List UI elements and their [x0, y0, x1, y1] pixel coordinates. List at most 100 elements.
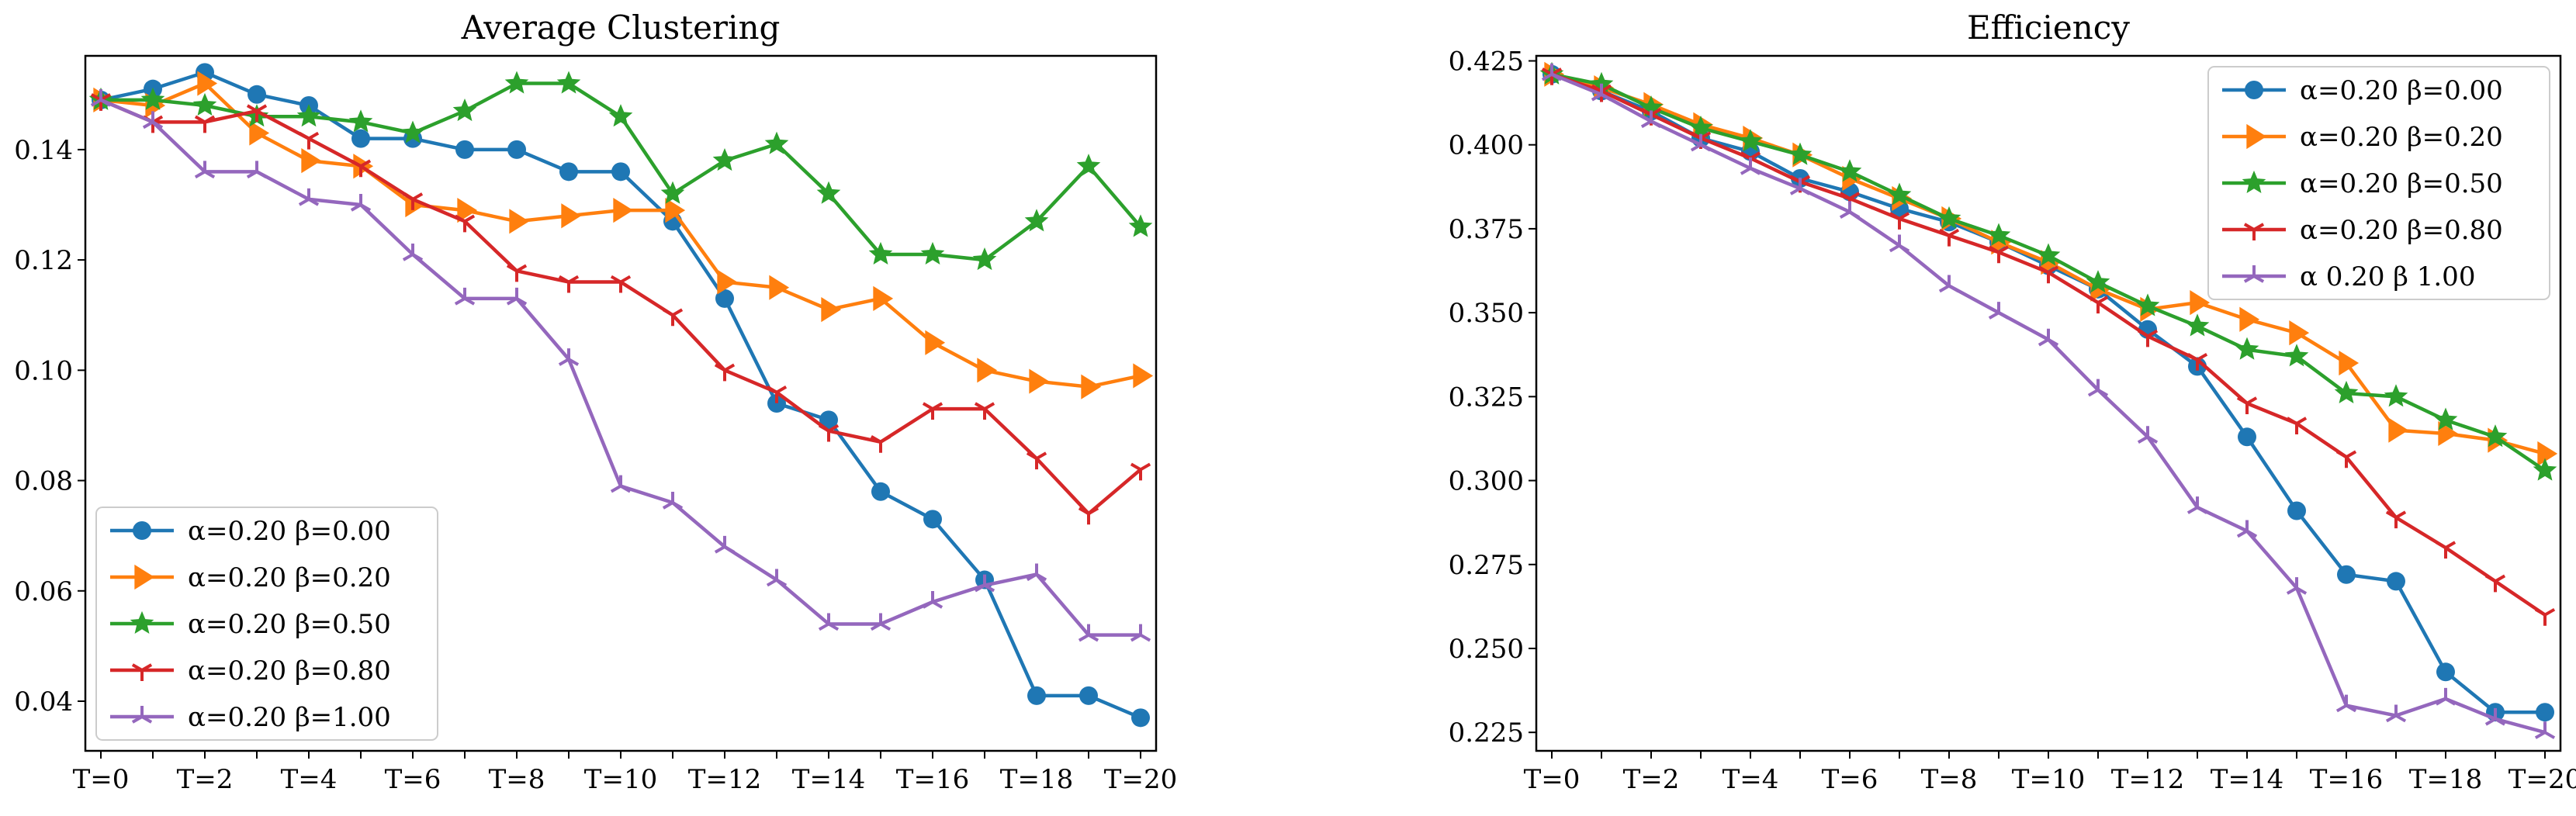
chart-2-series-3-point	[1688, 115, 1713, 139]
chart-2-x-tick-label: T=8	[1921, 764, 1978, 795]
chart-2-title: Efficiency	[1967, 9, 2130, 47]
chart-2-legend-label-5: α 0.20 β 1.00	[2300, 261, 2475, 292]
chart-1-legend-marker-1	[133, 521, 151, 540]
chart-1-x-tick-label: T=14	[792, 764, 865, 795]
chart-2-series-2-point	[2190, 290, 2211, 316]
chart-1-y-tick-label: 0.08	[14, 466, 73, 497]
chart-1-series-5-point	[454, 287, 476, 306]
chart-2-series-4-point	[2435, 541, 2457, 559]
chart-1-series-5-point	[402, 244, 424, 261]
chart-2-series-5-point	[2236, 520, 2258, 538]
chart-1-series-2-point	[873, 285, 894, 311]
chart-1-series-3-point	[660, 181, 685, 204]
chart-1-series-2-point	[769, 275, 790, 300]
chart-1-series-3-point	[192, 92, 217, 116]
chart-2-series-1-point	[2337, 565, 2356, 584]
chart-2-series-3-point	[2483, 424, 2508, 448]
chart-1-series-4-point	[662, 308, 684, 327]
chart-1-y-tick-label: 0.14	[14, 135, 73, 166]
chart-1-series-4-point	[870, 435, 892, 453]
chart-2-series-5	[1541, 63, 2556, 739]
chart-1-series-2-point	[249, 120, 270, 146]
chart-2-series-5-point	[1889, 234, 1910, 253]
chart-1-series-5-point	[766, 569, 788, 587]
chart-1-series-5-point	[1026, 563, 1047, 582]
chart-1-series-4-point	[402, 192, 424, 210]
chart-2-series-3	[1539, 61, 2557, 481]
chart-1-series-3-point	[764, 131, 789, 154]
chart-1-series-1-point	[248, 85, 266, 104]
chart-2-series-3-point	[1837, 159, 1862, 182]
chart-1-series-1-point	[871, 482, 890, 501]
chart-1-title: Average Clustering	[461, 9, 781, 47]
chart-1-series-2-point	[977, 358, 998, 383]
chart-2-x-tick-label: T=20	[2508, 764, 2576, 795]
chart-2-legend-marker-5	[2243, 265, 2265, 283]
chart-2-x-tick-label: T=0	[1524, 764, 1581, 795]
chart-1-series-4	[90, 93, 1151, 525]
chart-1-series-1-point	[767, 394, 786, 413]
chart-1-legend: α=0.20 β=0.00 α=0.20 β=0.20 α=0.20 β=0.50 α…	[95, 507, 438, 741]
chart-1-legend-marker-4	[131, 663, 153, 681]
chart-1-series-1-point	[819, 410, 838, 430]
chart-1-plot-frame	[84, 54, 1158, 752]
chart-1-series-3	[88, 71, 1153, 271]
chart-1-series-4-point	[1026, 451, 1047, 470]
chart-1-series-5-point	[194, 161, 216, 179]
chart-1-series-4-point	[610, 275, 632, 293]
chart-2-series-4-point	[2484, 574, 2506, 593]
chart-2-series-3-point	[1887, 182, 1912, 206]
chart-1-legend-marker-5	[131, 706, 153, 724]
chart-2-series-5-point	[1789, 177, 1811, 195]
chart-2-x-tick-label: T=10	[2012, 764, 2085, 795]
chart-1-series-4-point	[558, 275, 580, 293]
chart-1-series-4-point	[922, 402, 943, 420]
chart-1-series-4-point	[974, 402, 995, 420]
chart-1-series-5-point	[714, 535, 736, 554]
chart-2-series-5-point	[1740, 157, 1761, 175]
chart-2-series-4-point	[2038, 265, 2059, 284]
chart-1-series-3-point	[452, 99, 477, 122]
chart-1-series-2-point	[613, 198, 634, 223]
chart-1-series-5-point	[246, 161, 268, 179]
chart-2-y-tick-label: 0.425	[1449, 46, 1524, 77]
chart-1-series-4-point	[506, 264, 528, 282]
chart-1-series-5-point	[818, 613, 840, 631]
chart-2-y-tick-label: 0.250	[1449, 634, 1524, 665]
chart-1-legend-marker-3	[130, 610, 154, 634]
chart-2-series-2-point	[2438, 420, 2459, 447]
chart-2-series-3-point	[1788, 142, 1813, 165]
chart-2-series-2-point	[2239, 306, 2260, 332]
chart-1-series-1-point	[507, 140, 526, 159]
chart-1-legend-marker-2	[134, 564, 155, 590]
chart-1-series-4-point	[194, 115, 216, 133]
chart-1-series-5-point	[558, 348, 580, 366]
chart-1-x-tick-label: T=2	[177, 764, 234, 795]
chart-2-y-tick-label: 0.350	[1449, 298, 1524, 329]
chart-1-series-5-point	[870, 613, 892, 631]
chart-2-series-4-point	[2186, 352, 2208, 371]
chart-1-x-tick-label: T=4	[281, 764, 338, 795]
chart-2-x-tick-label: T=16	[2310, 764, 2383, 795]
chart-2-series-3-point	[2284, 344, 2309, 367]
chart-1-series-2-point	[1029, 368, 1050, 394]
chart-2-series-5-point	[1640, 110, 1662, 129]
chart-1-series-1-point	[1131, 708, 1150, 728]
chart-1-series-1-point	[715, 289, 734, 308]
chart-1-series-5-point	[1078, 624, 1099, 642]
chart-2-legend-label-1: α=0.20 β=0.00	[2300, 75, 2503, 106]
chart-2-series-4-point	[2335, 450, 2357, 469]
chart-1-series-2	[93, 71, 1154, 399]
chart-2-y-tick-label: 0.225	[1449, 717, 1524, 749]
chart-2-series-5-point	[2137, 426, 2159, 444]
chart-2-y-tick-label: 0.275	[1449, 550, 1524, 581]
chart-1-x-tick-label: T=8	[489, 764, 545, 795]
chart-2-plot-frame	[1535, 54, 2562, 752]
chart-1-series-3-point	[868, 241, 893, 265]
chart-1-series-5-point	[610, 475, 632, 493]
chart-2-series-3-point	[2433, 407, 2458, 430]
chart-2-series-5-point	[2534, 721, 2556, 739]
chart-2-legend-box	[2207, 66, 2550, 300]
chart-1-series-3-point	[400, 120, 425, 143]
